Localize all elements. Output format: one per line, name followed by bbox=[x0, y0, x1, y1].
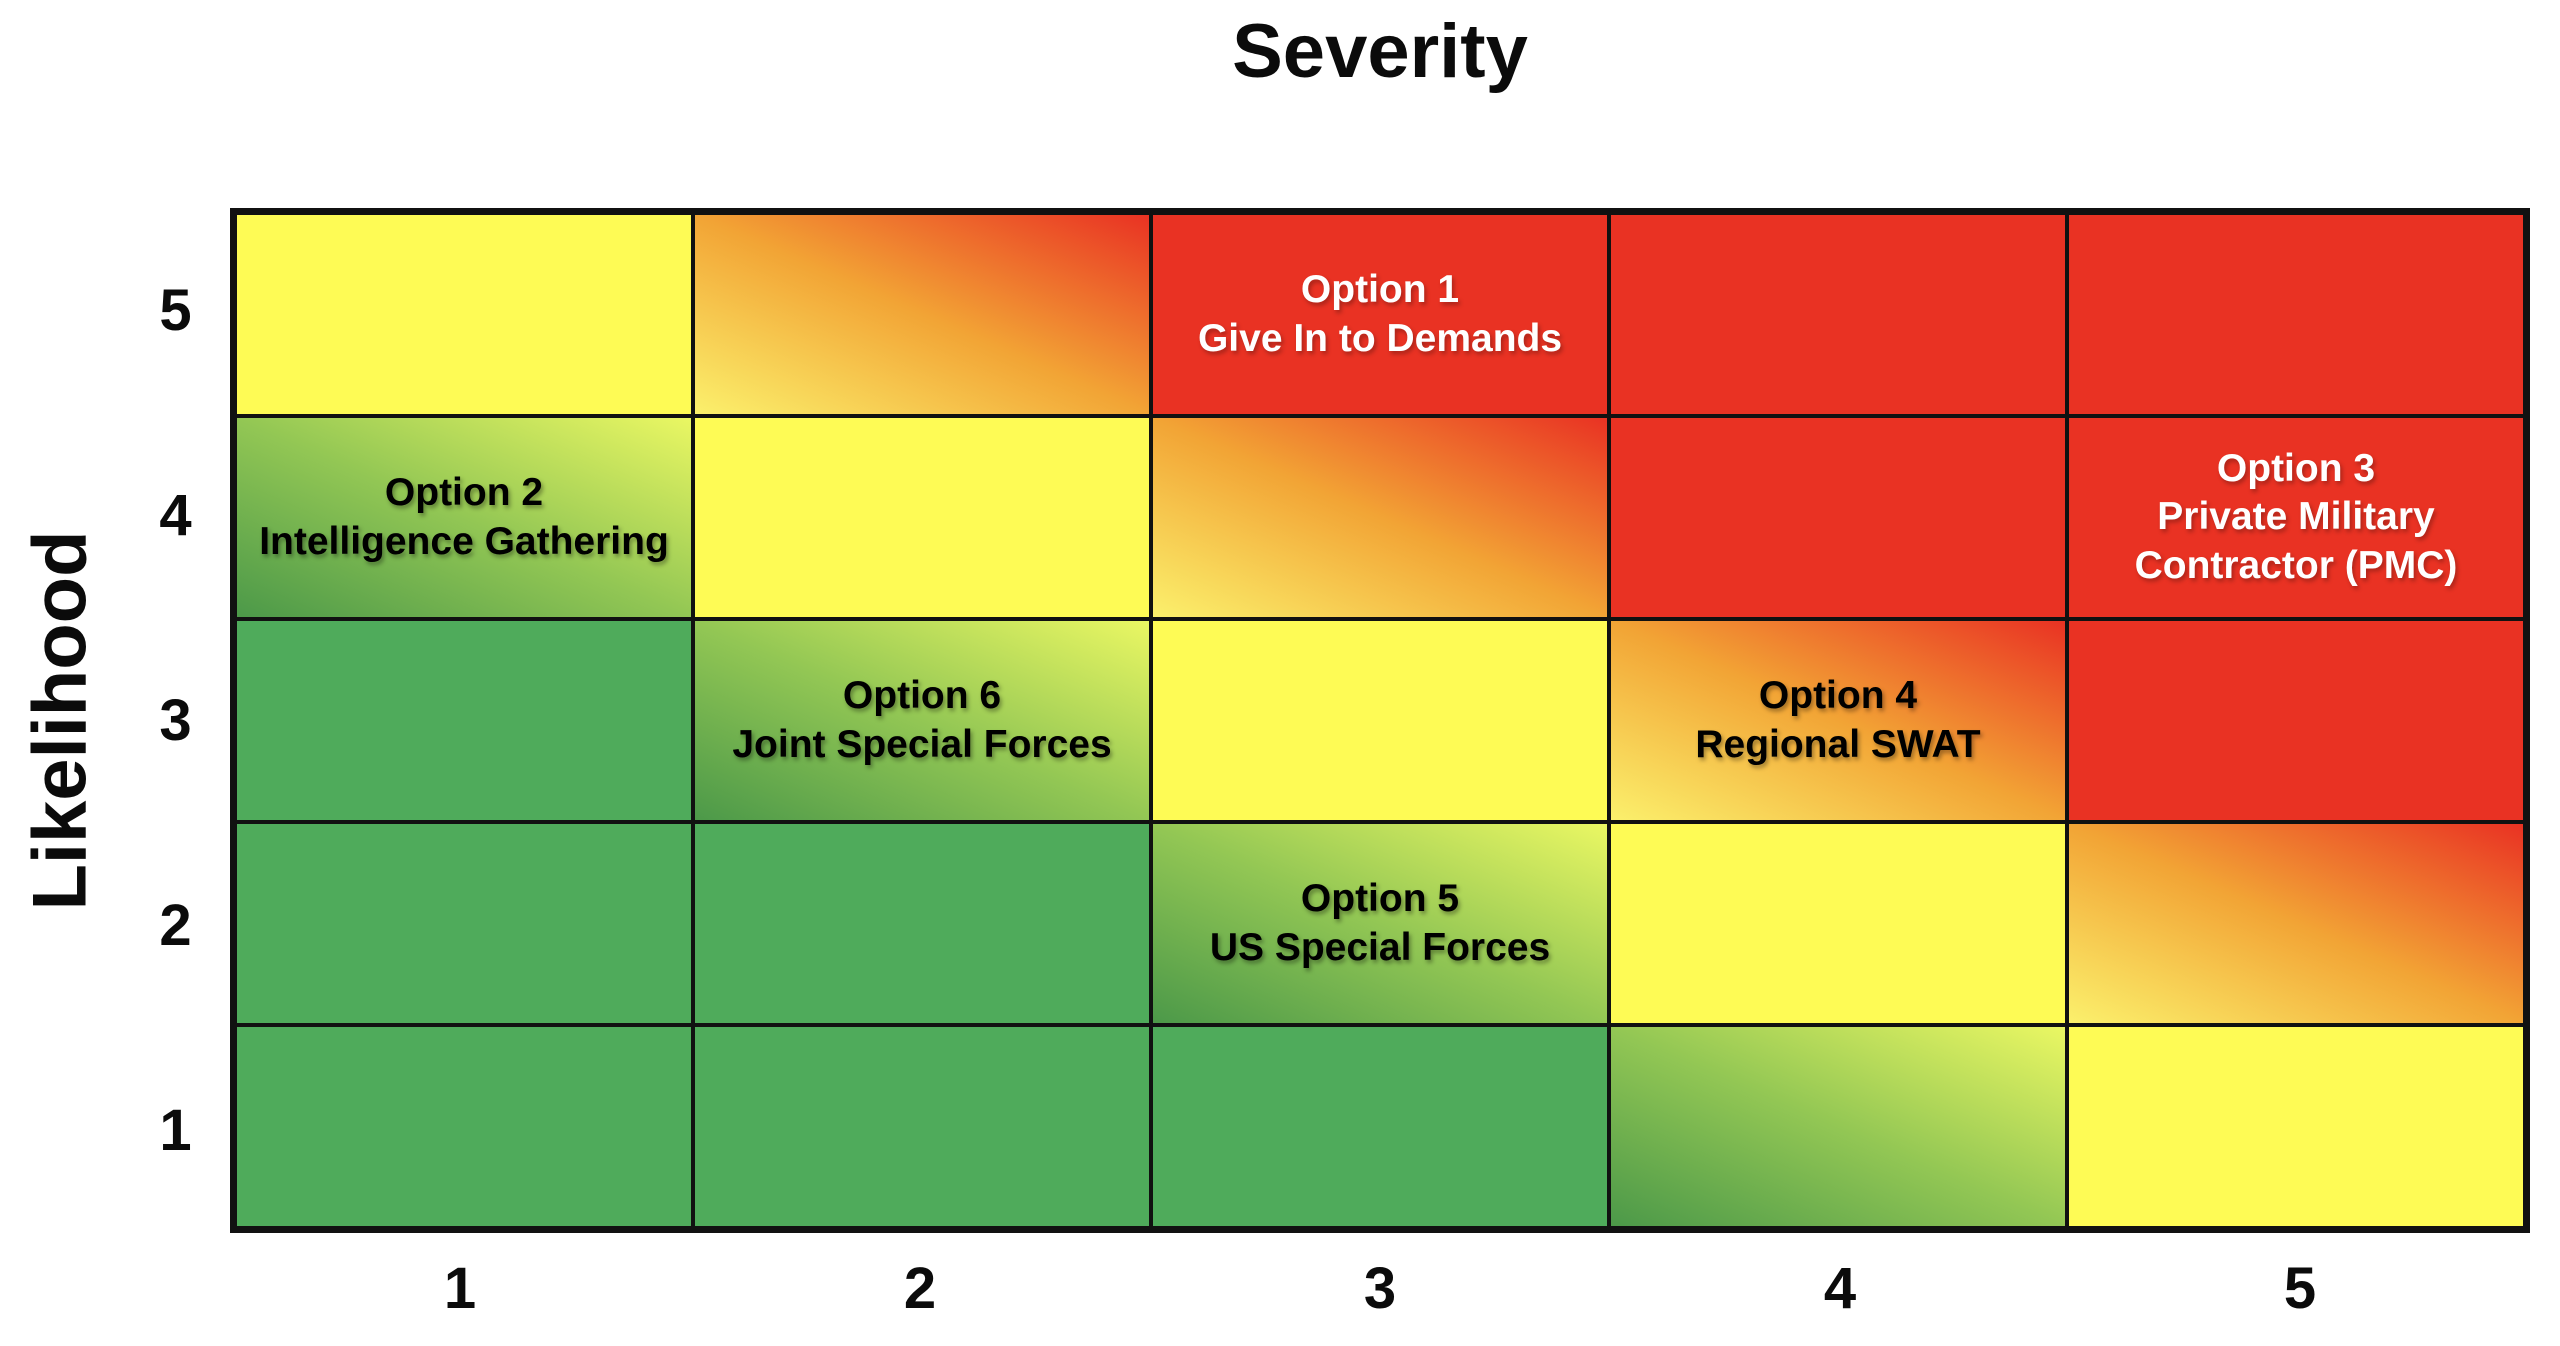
cell-label-option: Option 2 Intelligence Gathering bbox=[259, 471, 669, 563]
cell-L5-S3: Option 1 Give In to Demands bbox=[1151, 213, 1609, 416]
x-tick-5: 5 bbox=[2283, 1255, 2317, 1321]
risk-matrix-grid: Option 1 Give In to Demands Option 2 Intell… bbox=[230, 208, 2530, 1233]
x-tick-4: 4 bbox=[1823, 1255, 1857, 1321]
y-tick-5: 5 bbox=[159, 278, 192, 343]
cell-L1-S4 bbox=[1609, 1025, 2067, 1228]
y-axis-label: Likelihood bbox=[17, 530, 103, 911]
y-tick-3: 3 bbox=[159, 688, 192, 753]
cell-L5-S2 bbox=[693, 213, 1151, 416]
cell-label-option: Option 3 Private Military Contractor (PMC) bbox=[2134, 446, 2458, 587]
cell-L3-S1 bbox=[235, 619, 693, 822]
y-tick-4: 4 bbox=[159, 483, 192, 548]
y-tick-1: 1 bbox=[159, 1098, 192, 1163]
x-tick-1: 1 bbox=[443, 1255, 477, 1321]
x-tick-2: 2 bbox=[903, 1255, 937, 1321]
x-axis-ticks: 1 2 3 4 5 bbox=[230, 1243, 2530, 1333]
cell-L3-S3 bbox=[1151, 619, 1609, 822]
cell-L4-S2 bbox=[693, 416, 1151, 619]
cell-label-option: Option 4 Regional SWAT bbox=[1695, 674, 1981, 766]
cell-label-option: Option 1 Give In to Demands bbox=[1197, 268, 1563, 360]
cell-L3-S5 bbox=[2067, 619, 2525, 822]
cell-L5-S1 bbox=[235, 213, 693, 416]
cell-L2-S3: Option 5 US Special Forces bbox=[1151, 822, 1609, 1025]
cell-L2-S2 bbox=[693, 822, 1151, 1025]
cell-L3-S2: Option 6 Joint Special Forces bbox=[693, 619, 1151, 822]
cell-L1-S5 bbox=[2067, 1025, 2525, 1228]
chart-title: Severity bbox=[1232, 9, 1528, 94]
cell-L4-S1: Option 2 Intelligence Gathering bbox=[235, 416, 693, 619]
cell-label-option: Option 5 US Special Forces bbox=[1209, 877, 1551, 969]
cell-L2-S1 bbox=[235, 822, 693, 1025]
y-axis-label-wrap: Likelihood bbox=[0, 208, 120, 1233]
x-tick-3: 3 bbox=[1363, 1255, 1397, 1321]
y-tick-2: 2 bbox=[159, 893, 192, 958]
cell-L2-S4 bbox=[1609, 822, 2067, 1025]
cell-L1-S3 bbox=[1151, 1025, 1609, 1228]
cell-L5-S5 bbox=[2067, 213, 2525, 416]
cell-L4-S3 bbox=[1151, 416, 1609, 619]
cell-L2-S5 bbox=[2067, 822, 2525, 1025]
cell-L3-S4: Option 4 Regional SWAT bbox=[1609, 619, 2067, 822]
y-axis-ticks: 5 4 3 2 1 bbox=[128, 208, 223, 1233]
cell-L1-S1 bbox=[235, 1025, 693, 1228]
cell-L4-S5: Option 3 Private Military Contractor (PMC) bbox=[2067, 416, 2525, 619]
cell-L1-S2 bbox=[693, 1025, 1151, 1228]
cell-label-option: Option 6 Joint Special Forces bbox=[732, 674, 1112, 766]
cell-L4-S4 bbox=[1609, 416, 2067, 619]
cell-L5-S4 bbox=[1609, 213, 2067, 416]
